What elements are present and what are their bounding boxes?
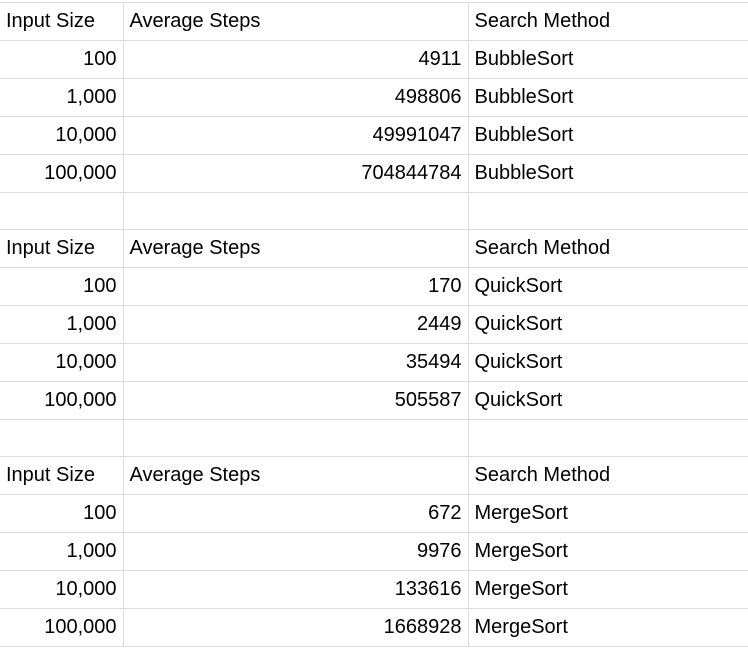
- header-row-quicksort: Input Size Average Steps Search Method: [0, 229, 748, 268]
- header-row-bubblesort: Input Size Average Steps Search Method: [0, 2, 748, 41]
- cell-average-steps[interactable]: 49991047: [123, 116, 469, 155]
- cell-search-method[interactable]: BubbleSort: [468, 78, 748, 117]
- cell-input-size[interactable]: 1,000: [0, 78, 124, 117]
- header-row-mergesort: Input Size Average Steps Search Method: [0, 456, 748, 495]
- cell-header-average-steps[interactable]: Average Steps: [123, 229, 469, 268]
- cell-average-steps[interactable]: 4911: [123, 40, 469, 79]
- cell-average-steps[interactable]: 1668928: [123, 608, 469, 647]
- cell-input-size[interactable]: 100,000: [0, 154, 124, 193]
- empty-cell[interactable]: [468, 419, 748, 457]
- empty-cell[interactable]: [0, 419, 124, 457]
- table-row: 1,000 2449 QuickSort: [0, 305, 748, 344]
- cell-header-search-method[interactable]: Search Method: [468, 2, 748, 41]
- cell-search-method[interactable]: MergeSort: [468, 608, 748, 647]
- cell-header-search-method[interactable]: Search Method: [468, 456, 748, 495]
- cell-header-average-steps[interactable]: Average Steps: [123, 456, 469, 495]
- cell-input-size[interactable]: 100: [0, 40, 124, 79]
- cell-average-steps[interactable]: 505587: [123, 381, 469, 420]
- cell-search-method[interactable]: MergeSort: [468, 532, 748, 571]
- empty-cell[interactable]: [123, 192, 469, 230]
- cell-search-method[interactable]: QuickSort: [468, 381, 748, 420]
- cell-header-input-size[interactable]: Input Size: [0, 2, 124, 41]
- cell-input-size[interactable]: 1,000: [0, 305, 124, 344]
- cell-search-method[interactable]: BubbleSort: [468, 116, 748, 155]
- cell-search-method[interactable]: MergeSort: [468, 494, 748, 533]
- table-row: 100,000 704844784 BubbleSort: [0, 154, 748, 193]
- table-row: 100 170 QuickSort: [0, 267, 748, 306]
- table-row: 100,000 505587 QuickSort: [0, 381, 748, 420]
- cell-header-input-size[interactable]: Input Size: [0, 456, 124, 495]
- cell-search-method[interactable]: MergeSort: [468, 570, 748, 609]
- empty-row: [0, 419, 748, 457]
- cell-input-size[interactable]: 100,000: [0, 608, 124, 647]
- cell-search-method[interactable]: QuickSort: [468, 267, 748, 306]
- cell-search-method[interactable]: QuickSort: [468, 343, 748, 382]
- cell-average-steps[interactable]: 170: [123, 267, 469, 306]
- cell-average-steps[interactable]: 9976: [123, 532, 469, 571]
- cell-input-size[interactable]: 10,000: [0, 570, 124, 609]
- table-row: 1,000 9976 MergeSort: [0, 532, 748, 571]
- cell-average-steps[interactable]: 133616: [123, 570, 469, 609]
- cell-header-search-method[interactable]: Search Method: [468, 229, 748, 268]
- cell-header-input-size[interactable]: Input Size: [0, 229, 124, 268]
- cell-average-steps[interactable]: 672: [123, 494, 469, 533]
- cell-average-steps[interactable]: 35494: [123, 343, 469, 382]
- empty-row: [0, 192, 748, 230]
- cell-input-size[interactable]: 100,000: [0, 381, 124, 420]
- cell-input-size[interactable]: 100: [0, 494, 124, 533]
- cell-input-size[interactable]: 10,000: [0, 116, 124, 155]
- cell-average-steps[interactable]: 2449: [123, 305, 469, 344]
- table-row: 1,000 498806 BubbleSort: [0, 78, 748, 117]
- cell-input-size[interactable]: 1,000: [0, 532, 124, 571]
- empty-cell[interactable]: [123, 419, 469, 457]
- table-row: 100,000 1668928 MergeSort: [0, 608, 748, 647]
- table-row: 100 672 MergeSort: [0, 494, 748, 533]
- table-row: 10,000 35494 QuickSort: [0, 343, 748, 382]
- cell-average-steps[interactable]: 704844784: [123, 154, 469, 193]
- cell-header-average-steps[interactable]: Average Steps: [123, 2, 469, 41]
- cell-search-method[interactable]: BubbleSort: [468, 154, 748, 193]
- cell-search-method[interactable]: BubbleSort: [468, 40, 748, 79]
- cell-average-steps[interactable]: 498806: [123, 78, 469, 117]
- table-row: 10,000 49991047 BubbleSort: [0, 116, 748, 155]
- table-row: 100 4911 BubbleSort: [0, 40, 748, 79]
- cell-input-size[interactable]: 10,000: [0, 343, 124, 382]
- cell-input-size[interactable]: 100: [0, 267, 124, 306]
- table-row: 10,000 133616 MergeSort: [0, 570, 748, 609]
- empty-cell[interactable]: [0, 192, 124, 230]
- cell-search-method[interactable]: QuickSort: [468, 305, 748, 344]
- empty-cell[interactable]: [468, 192, 748, 230]
